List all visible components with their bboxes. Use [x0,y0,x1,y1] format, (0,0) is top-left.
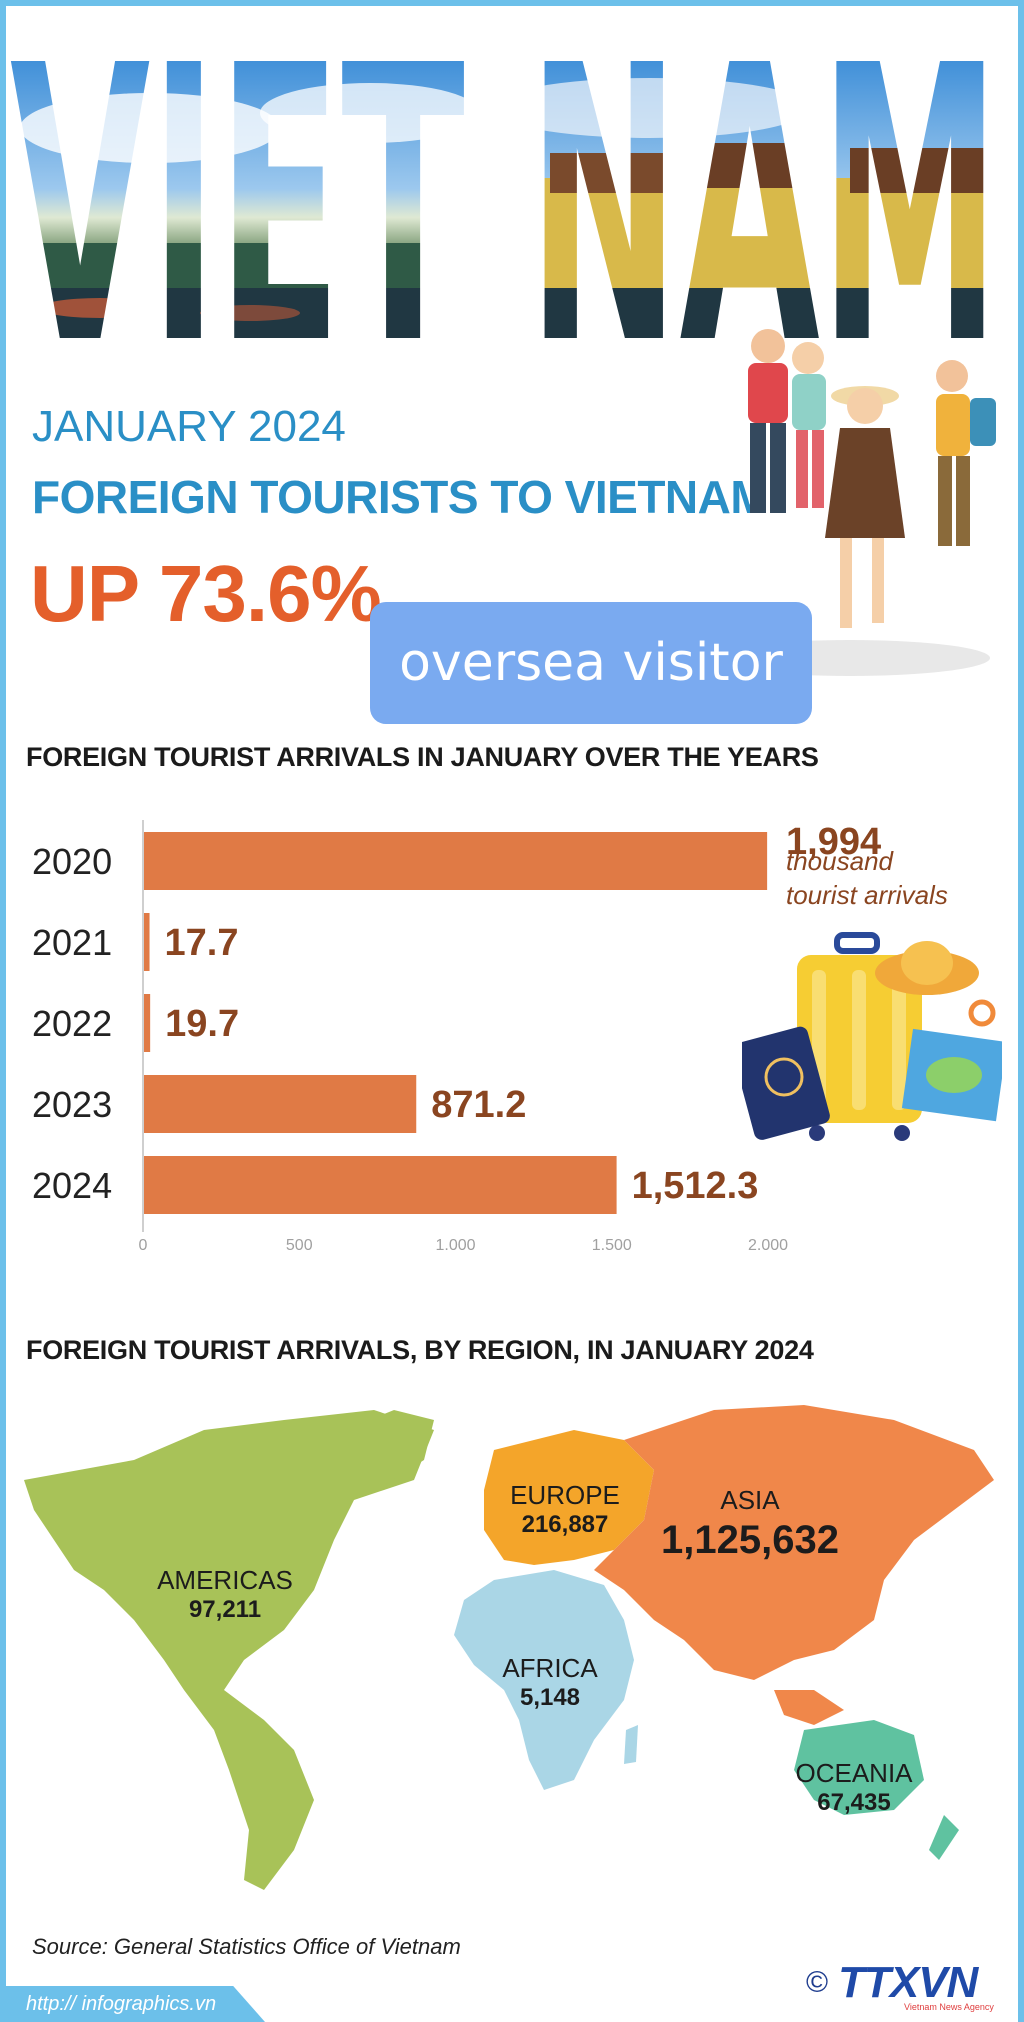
agency-name: TTXVN [838,1958,978,2007]
category-label-2020: 2020 [32,841,112,882]
region-americas: AMERICAS 97,211 [145,1565,305,1625]
bar-2024 [144,1156,617,1214]
x-tick-label-0: 0 [139,1237,148,1254]
report-month: JANUARY 2024 [32,402,346,451]
copyright-icon: © [806,1966,829,1999]
agency-subtitle: Vietnam News Agency [904,2002,994,2012]
value-label-2021: 17.7 [165,922,239,964]
bar-2022 [144,994,151,1052]
growth-headline: UP 73.6% [30,549,382,638]
bar-2020 [144,832,768,890]
map-region-oceania [794,1720,924,1815]
region-oceania-name: OCEANIA [795,1758,913,1788]
region-africa-name: AFRICA [502,1653,598,1683]
value-label-2023: 871.2 [431,1084,526,1126]
arrivals-bar-chart: 2020 1,994 2021 17.7 2022 19.7 2023 871.2 2024 1,… [32,820,948,1254]
website-url[interactable]: http:// infographics.vn [0,1986,265,2022]
region-asia-name: ASIA [720,1485,780,1515]
value-label-2020: 1,994 [786,821,881,863]
world-map [24,1405,994,1890]
map-region-africa [454,1570,634,1790]
map-region-americas [24,1410,434,1890]
x-tick-label-1000: 1.000 [435,1237,475,1254]
bar-2023 [144,1075,417,1133]
agency-logo: © TTXVN [806,1958,978,2008]
region-europe: EUROPE 216,887 [505,1480,625,1540]
region-europe-name: EUROPE [510,1480,620,1510]
hero-banner: VIET NAM [10,58,1001,348]
region-africa: AFRICA 5,148 [490,1653,610,1713]
x-tick-label-500: 500 [286,1237,313,1254]
value-label-2024: 1,512.3 [632,1165,759,1207]
category-label-2024: 2024 [32,1165,112,1206]
category-label-2022: 2022 [32,1003,112,1044]
report-subtitle: FOREIGN TOURISTS TO VIETNAM [32,471,769,523]
unit-note-line-2: tourist arrivals [786,880,948,910]
region-americas-name: AMERICAS [157,1565,293,1595]
region-americas-value: 97,211 [188,1596,262,1624]
map-region-asia [594,1405,994,1680]
x-tick-label-2000: 2.000 [748,1237,788,1254]
value-label-2022: 19.7 [165,1003,239,1045]
x-tick-label-1500: 1.500 [592,1237,632,1254]
category-label-2023: 2023 [32,1084,112,1125]
region-europe-value: 216,887 [521,1511,609,1539]
map-title: FOREIGN TOURIST ARRIVALS, BY REGION, IN … [26,1335,814,1365]
website-url-text: http:// infographics.vn [26,1992,217,2015]
region-oceania-value: 67,435 [817,1789,891,1817]
map-region-europe [484,1430,654,1565]
bar-2021 [144,913,150,971]
region-africa-value: 5,148 [519,1684,581,1712]
region-oceania: OCEANIA 67,435 [784,1758,924,1818]
region-asia-value: 1,125,632 [661,1518,839,1563]
bar-chart-title: FOREIGN TOURIST ARRIVALS IN JANUARY OVER… [26,742,819,772]
category-label-2021: 2021 [32,922,112,963]
region-asia: ASIA 1,125,632 [650,1485,850,1564]
unit-note-line-1: thousand [786,846,895,876]
source-note: Source: General Statistics Office of Vie… [32,1934,461,1959]
oversea-visitor-label: oversea visitor [370,602,812,724]
luggage-illustration [742,932,1002,1141]
